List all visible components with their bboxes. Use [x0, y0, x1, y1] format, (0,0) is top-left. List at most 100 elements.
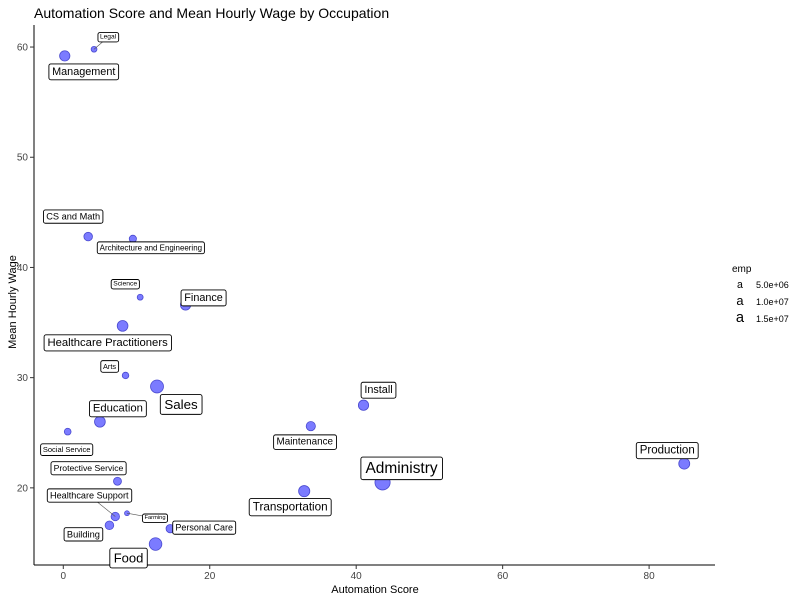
- point-label: Healthcare Practitioners: [43, 334, 172, 352]
- legend-glyph: a: [737, 279, 743, 291]
- point-label-text: Education: [93, 403, 143, 415]
- legend-entry: a 5.0e+06: [737, 279, 789, 291]
- point-label-text: CS and Math: [46, 212, 100, 222]
- point-label-text: Install: [364, 384, 392, 396]
- point-label-text: Legal: [100, 34, 117, 41]
- data-point: [305, 421, 316, 432]
- point-label: Arts: [100, 360, 120, 373]
- data-point: [298, 485, 311, 498]
- point-label: Transportation: [248, 498, 332, 517]
- point-label-text: Protective Service: [54, 463, 124, 473]
- legend-title: emp: [732, 264, 752, 275]
- y-tick-label: 50: [17, 153, 29, 164]
- data-point: [121, 371, 130, 380]
- point-label: CS and Math: [43, 209, 104, 224]
- label-box: [109, 547, 148, 569]
- label-box: [43, 334, 172, 352]
- label-box: [96, 241, 205, 255]
- point-label: Administry: [360, 456, 443, 481]
- point-label: Healthcare Support: [46, 488, 133, 503]
- legend: emp a 5.0e+06 a 1.0e+07 a 1.5e+07: [732, 264, 789, 326]
- data-point: [678, 457, 691, 470]
- point-label-text: Science: [113, 281, 137, 288]
- point-label-text: Food: [114, 551, 144, 566]
- legend-label: 1.0e+07: [756, 297, 789, 307]
- point-label-text: Architecture and Engineering: [100, 243, 202, 252]
- y-tick-label: 40: [17, 263, 29, 274]
- point-label: Food: [109, 547, 148, 569]
- data-point: [128, 234, 137, 243]
- data-point: [83, 231, 93, 242]
- point-label-text: Farming: [144, 515, 165, 521]
- point-label: Personal Care: [172, 520, 237, 535]
- point-label: Architecture and Engineering: [96, 241, 205, 255]
- label-box: [172, 520, 237, 535]
- point-label: Production: [635, 442, 699, 460]
- point-label-text: Sales: [164, 397, 198, 412]
- point-label: Management: [48, 63, 120, 81]
- point-label: Education: [89, 400, 147, 418]
- point-label: Farming: [141, 513, 168, 523]
- legend-entry: a 1.0e+07: [736, 293, 788, 308]
- data-point: [116, 320, 129, 332]
- data-point: [148, 537, 163, 551]
- x-tick-label: 80: [644, 571, 656, 582]
- label-box: [40, 443, 94, 456]
- label-box: [248, 498, 332, 517]
- point-label-text: Arts: [103, 362, 116, 371]
- point-label-text: Management: [52, 66, 115, 78]
- label-box: [635, 442, 699, 460]
- point-label: Finance: [180, 289, 227, 307]
- data-point: [94, 415, 106, 428]
- point-label-text: Personal Care: [175, 523, 233, 533]
- point-labels: Management Legal CS and Math Architecture a…: [40, 32, 699, 569]
- label-box: [63, 527, 104, 542]
- point-label-text: Social Service: [43, 445, 91, 454]
- legend-label: 1.5e+07: [756, 314, 789, 324]
- chart-title: Automation Score and Mean Hourly Wage by…: [34, 5, 389, 21]
- point-label-text: Building: [67, 529, 100, 539]
- point-label: Protective Service: [50, 461, 127, 476]
- point-label: Install: [360, 381, 397, 399]
- point-label-text: Transportation: [253, 501, 328, 514]
- data-point: [136, 293, 144, 301]
- data-point: [59, 50, 71, 62]
- y-tick-label: 60: [17, 43, 29, 54]
- label-box: [46, 488, 133, 503]
- y-tick-label: 30: [17, 373, 29, 384]
- point-label-text: Finance: [184, 292, 223, 304]
- point-label-text: Healthcare Support: [50, 491, 129, 501]
- label-box: [50, 461, 127, 476]
- legend-glyph: a: [736, 310, 745, 326]
- x-tick-label: 20: [204, 571, 216, 582]
- point-label-text: Production: [640, 445, 695, 457]
- legend-entry: a 1.5e+07: [736, 310, 789, 326]
- label-box: [43, 209, 104, 224]
- label-box: [48, 63, 120, 81]
- label-box: [360, 456, 443, 481]
- data-point: [357, 399, 370, 411]
- label-box: [273, 434, 337, 450]
- point-label: Sales: [159, 394, 203, 415]
- x-axis-label: Automation Score: [331, 584, 418, 596]
- data-point: [113, 476, 122, 486]
- legend-label: 5.0e+06: [756, 280, 789, 290]
- legend-glyph: a: [736, 293, 744, 308]
- data-point: [150, 379, 164, 394]
- label-box: [89, 400, 147, 418]
- y-tick-label: 20: [17, 483, 29, 494]
- label-leaders: [89, 37, 156, 519]
- label-box: [97, 32, 120, 43]
- data-point: [110, 511, 120, 522]
- label-box: [141, 513, 168, 523]
- data-point: [104, 520, 115, 531]
- point-label: Legal: [97, 32, 120, 43]
- point-label: Social Service: [40, 443, 94, 456]
- point-label-text: Administry: [366, 460, 438, 477]
- label-box: [100, 360, 120, 373]
- point-label: Maintenance: [273, 434, 337, 450]
- x-tick-label: 60: [497, 571, 509, 582]
- label-box: [180, 289, 227, 307]
- point-label: Building: [63, 527, 104, 542]
- point-label-text: Healthcare Practitioners: [47, 337, 168, 349]
